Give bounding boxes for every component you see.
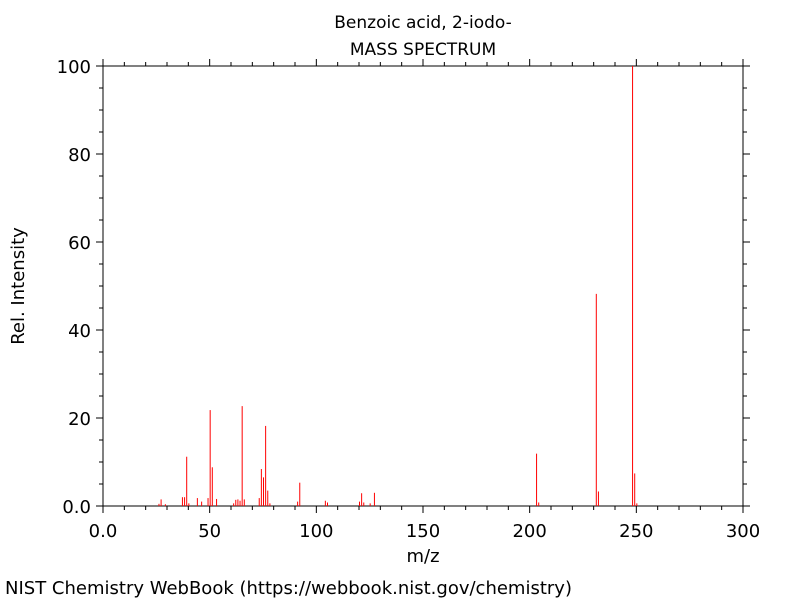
plot-frame [102,65,744,507]
axis-ticks: 0.0 50 100 150 200 250 300 0.0 20 40 60 80 100 [57,57,761,542]
x-tick-label: 150 [406,521,440,542]
y-tick-label: 80 [68,145,91,166]
x-tick-label: 250 [619,521,653,542]
x-axis-label: m/z [406,546,439,567]
x-tick-label: 300 [726,521,760,542]
y-tick-label: 100 [57,57,91,78]
axes [102,65,744,507]
chart-subtitle: MASS SPECTRUM [350,40,496,60]
x-tick-label: 200 [512,521,546,542]
y-tick-label: 40 [68,321,91,342]
y-tick-label: 0.0 [62,497,91,518]
footer-credit: NIST Chemistry WebBook (https://webbook.… [5,578,572,599]
spectrum-peaks [158,66,638,506]
y-tick-label: 20 [68,409,91,430]
x-tick-label: 0.0 [89,521,118,542]
chart-title: Benzoic acid, 2-iodo- [334,13,512,33]
y-tick-label: 60 [68,233,91,254]
x-tick-label: 100 [299,521,333,542]
y-axis-label: Rel. Intensity [8,227,29,345]
x-tick-label: 50 [198,521,221,542]
